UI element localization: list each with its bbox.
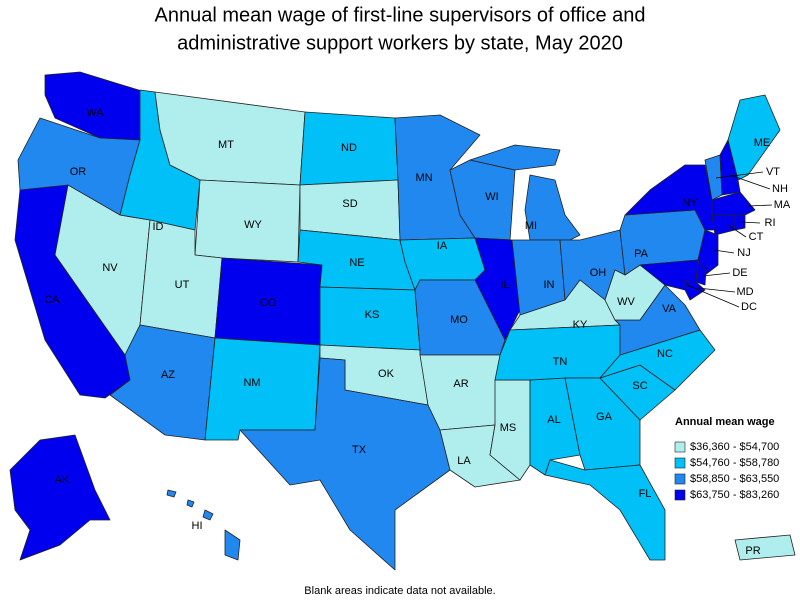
state-label: VT [766, 166, 780, 178]
state-label: NV [102, 262, 118, 274]
title-line: administrative support workers by state,… [177, 32, 623, 54]
legend-swatch [674, 473, 686, 485]
state-label: LA [457, 455, 471, 467]
state-label: ME [754, 137, 771, 149]
state-label: MD [736, 286, 753, 298]
legend-label: $54,760 - $58,780 [690, 457, 779, 469]
state-label: PA [634, 248, 649, 260]
leader-line [686, 284, 740, 308]
state-label: GA [596, 411, 613, 423]
state-label: ND [341, 142, 357, 154]
state-label: TX [352, 444, 367, 456]
state-label: CA [44, 294, 60, 306]
state [524, 174, 581, 241]
state-label: FL [639, 488, 652, 500]
state-label: IA [437, 240, 448, 252]
state [711, 191, 756, 216]
state [719, 139, 741, 196]
state-label: OR [70, 166, 87, 178]
leader-line [727, 224, 747, 238]
state-label: OH [590, 267, 607, 279]
state-label: PR [745, 545, 760, 557]
state [239, 357, 451, 571]
state-label: KY [573, 319, 588, 331]
state-label: AZ [161, 369, 175, 381]
state-label: VA [662, 303, 677, 315]
state-label: NH [772, 183, 788, 195]
legend-swatch [674, 489, 686, 501]
state-label: IL [500, 279, 509, 291]
state-label: MA [774, 199, 791, 211]
leader-line [697, 287, 736, 293]
state-label: SC [632, 380, 647, 392]
leader-line [747, 204, 773, 207]
state-label: MN [415, 172, 432, 184]
state-labels: WA OR CA NV ID MT WY UT AZ CO NM ND SD NE KS OK TX MN IA MO… [44, 107, 791, 557]
legend-label: $36,360 - $54,700 [690, 441, 779, 453]
state-label: AK [55, 474, 70, 486]
legend-swatch [674, 441, 686, 453]
state-label: MS [500, 422, 517, 434]
state [697, 229, 719, 276]
state-label: IN [544, 279, 555, 291]
state-label: NE [349, 257, 364, 269]
legend-label: $58,850 - $63,550 [690, 473, 779, 485]
state-label: NC [657, 348, 673, 360]
state-label: CT [749, 231, 764, 243]
legend-title: Annual mean wage [675, 416, 775, 428]
state [224, 529, 241, 561]
state-label: WA [86, 107, 104, 119]
state-label: DC [741, 301, 757, 313]
leader-line [713, 249, 735, 254]
state [194, 179, 301, 263]
state-label: AR [453, 378, 468, 390]
states [9, 71, 796, 571]
footnote: Blank areas indicate data not available. [304, 585, 495, 597]
state [186, 499, 195, 508]
state-label: DE [732, 267, 747, 279]
state-label: NM [243, 377, 260, 389]
state-label: ID [153, 221, 164, 233]
state-label: MI [525, 220, 537, 232]
state-label: HI [192, 520, 203, 532]
leader-line [740, 221, 761, 224]
legend-swatch [674, 457, 686, 469]
state [544, 459, 666, 561]
state-label: TN [553, 356, 568, 368]
state-label: WY [244, 219, 262, 231]
state [734, 534, 796, 561]
state-label: WV [617, 296, 635, 308]
state [469, 144, 561, 171]
state [166, 489, 177, 498]
state-label: OK [378, 368, 395, 380]
leader-line [729, 174, 771, 190]
state-label: NY [682, 197, 698, 209]
title-line: Annual mean wage of first-line superviso… [154, 4, 645, 26]
state [727, 94, 781, 181]
legend-label: $63,750 - $83,260 [690, 489, 779, 501]
state [299, 179, 401, 241]
state [202, 509, 214, 521]
state [9, 434, 111, 561]
leader-line [702, 272, 731, 277]
legend: $36,360 - $54,700 $54,760 - $58,780 $58,85… [674, 441, 779, 501]
state-label: UT [175, 279, 190, 291]
state [711, 214, 736, 236]
state [494, 324, 621, 381]
state-label: AL [547, 414, 560, 426]
state-label: SD [342, 198, 357, 210]
state-label: MO [450, 314, 468, 326]
state [204, 337, 321, 441]
leader-line [715, 171, 764, 179]
state-label: WI [485, 191, 498, 203]
state-label: CO [260, 297, 277, 309]
state-label: RI [765, 217, 776, 229]
state-label: MT [218, 139, 234, 151]
state-label: NJ [737, 247, 750, 259]
state-label: KS [365, 309, 380, 321]
state [639, 259, 706, 301]
